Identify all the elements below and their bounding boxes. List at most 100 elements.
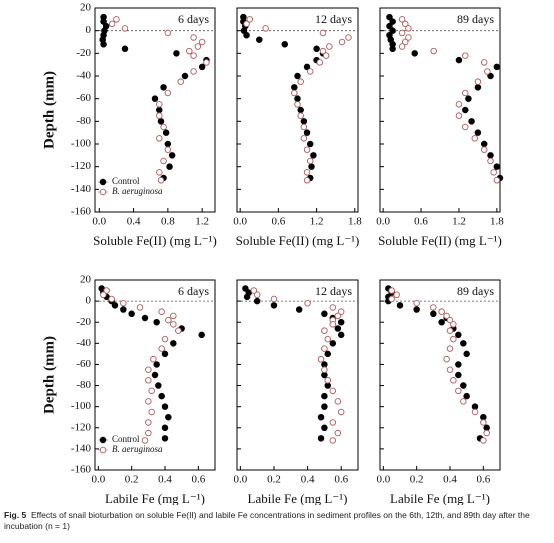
data-point	[474, 78, 482, 85]
data-point	[455, 361, 462, 368]
panel-title: 89 days	[457, 12, 494, 26]
data-point	[334, 325, 342, 332]
data-point	[438, 318, 445, 326]
data-point	[164, 29, 172, 37]
y-axis-label: Depth (mm)	[41, 71, 57, 149]
data-point	[250, 287, 258, 294]
legend-marker	[99, 446, 107, 454]
data-point	[303, 169, 311, 176]
data-point	[493, 163, 501, 170]
data-point	[155, 382, 162, 389]
data-point	[164, 89, 172, 97]
panel: 0.0 0.6 1.2 1.8 12 days Soluble Fe(II) (mg L⁻…	[233, 7, 362, 248]
data-point	[398, 29, 406, 37]
x-tick-label: 0.6	[476, 474, 490, 486]
data-point	[490, 169, 497, 176]
y-tick-label: -60	[76, 358, 91, 370]
x-axis-label: Labile Fe (mg L⁻¹)	[248, 491, 348, 505]
data-point	[389, 45, 396, 53]
data-point	[438, 308, 445, 315]
y-tick-label: -100	[71, 138, 92, 150]
data-point	[455, 101, 463, 108]
x-axis-label: Labile Fe (mg L⁻¹)	[105, 491, 205, 505]
data-point	[111, 302, 119, 309]
data-point	[460, 398, 467, 405]
data-point	[306, 68, 314, 75]
data-point	[243, 31, 250, 39]
data-point	[160, 84, 167, 91]
data-point	[121, 45, 129, 53]
data-point	[455, 387, 462, 395]
data-point	[337, 408, 345, 416]
data-point	[141, 314, 149, 322]
plot-frame	[379, 7, 501, 213]
x-tick-label: 1.2	[452, 216, 466, 228]
data-point	[310, 152, 317, 159]
data-point	[321, 403, 328, 410]
data-point	[203, 59, 210, 66]
data-point	[198, 331, 205, 339]
plot-frame	[379, 279, 501, 471]
data-point	[413, 299, 420, 307]
x-tick-label: 0.2	[410, 474, 424, 486]
data-point	[145, 398, 152, 405]
data-point	[468, 118, 475, 125]
data-point	[161, 424, 169, 432]
data-point	[471, 135, 478, 142]
plot-frame	[94, 7, 216, 213]
data-point	[337, 318, 345, 326]
panel: 0.0 0.2 0.4 0.6 89 days Labile Fe (mg L⁻¹)	[376, 279, 501, 506]
caption-label: Fig. 5	[4, 510, 27, 520]
data-point	[480, 413, 487, 421]
data-point	[303, 63, 311, 71]
data-point	[281, 41, 289, 48]
data-point	[402, 38, 409, 46]
data-point	[462, 123, 469, 131]
x-tick-label: 1.2	[195, 216, 209, 228]
data-point	[291, 84, 298, 91]
x-axis-label: Soluble Fe(II) (mg L⁻¹)	[93, 233, 217, 248]
y-tick-label: 0	[86, 24, 92, 36]
data-point	[170, 321, 177, 328]
x-tick-label: 0.4	[443, 474, 457, 486]
data-point	[157, 118, 165, 125]
data-point	[297, 112, 304, 119]
legend-marker	[99, 188, 107, 196]
data-point	[308, 163, 315, 170]
data-point	[443, 312, 450, 320]
data-point	[463, 392, 470, 400]
data-point	[156, 135, 163, 142]
data-point	[396, 302, 404, 309]
data-point	[157, 177, 165, 184]
data-point	[242, 285, 249, 292]
data-point	[389, 18, 396, 25]
data-point	[338, 38, 346, 46]
data-point	[306, 157, 314, 165]
data-point	[345, 34, 352, 41]
x-tick-label: 0.0	[233, 474, 247, 486]
data-point	[160, 157, 167, 165]
data-point	[329, 437, 337, 444]
data-point	[405, 34, 412, 41]
data-point	[294, 101, 301, 108]
data-point	[317, 435, 325, 442]
data-point	[153, 361, 160, 368]
data-point	[148, 387, 155, 395]
data-point	[148, 408, 155, 416]
data-point	[181, 72, 189, 80]
data-point	[136, 304, 144, 311]
data-point	[446, 345, 454, 352]
x-tick-label: 0.0	[376, 474, 390, 486]
data-point	[462, 89, 469, 97]
x-tick-label: 0.0	[92, 216, 106, 228]
plot-frame	[94, 279, 216, 471]
data-point	[329, 419, 337, 426]
y-tick-label: -120	[71, 421, 92, 433]
data-point	[300, 123, 308, 131]
data-point	[321, 310, 328, 318]
data-point	[270, 302, 278, 309]
data-point	[321, 424, 328, 432]
legend-label: Control	[112, 434, 140, 444]
